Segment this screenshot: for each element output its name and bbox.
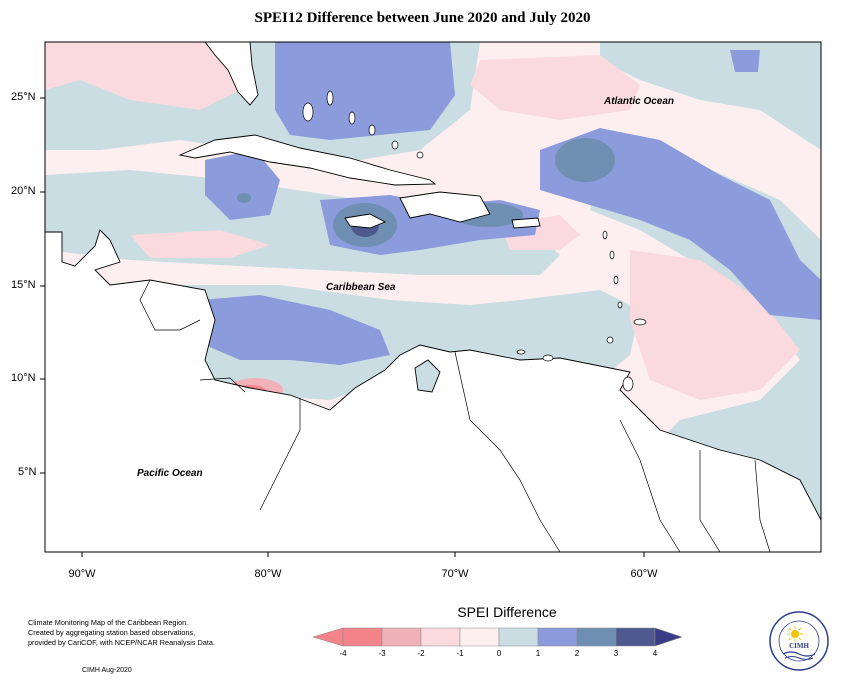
legend-bin-5 <box>498 627 539 647</box>
spei-difference-map: Atlantic Ocean Caribbean Sea Pacific Oce… <box>40 41 822 557</box>
map-frame <box>44 41 822 553</box>
lon-label-70w: 70°W <box>441 568 469 580</box>
credit-line-3: provided by CariCOF, with NCEP/NCAR Rean… <box>28 638 215 647</box>
cimh-logo: CIMH <box>769 611 829 671</box>
logo-text: CIMH <box>789 642 809 650</box>
pink-zone-west <box>130 230 270 258</box>
sun-icon <box>787 626 803 642</box>
border-colombia-west <box>259 398 301 511</box>
credit-date: CIMH Aug-2020 <box>82 667 132 674</box>
axis-ticks <box>40 97 645 557</box>
legend-bin-3 <box>420 627 461 647</box>
legend-bin-1 <box>342 627 383 647</box>
pink-zone-bahamas-east <box>470 55 640 120</box>
legend-label-2: 2 <box>574 649 580 658</box>
land-jamaica <box>344 213 387 229</box>
legend-label-neg1: -1 <box>456 649 464 658</box>
legend-arrow-low <box>312 627 344 647</box>
legend-arrow-high <box>654 627 683 647</box>
pink-zone-lesser-antilles <box>630 250 800 400</box>
lightblue-zone-atlantic <box>600 42 821 150</box>
legend-label-1: 1 <box>535 649 541 658</box>
border-guyana-suriname <box>699 450 721 552</box>
lake-maracaibo <box>414 359 441 393</box>
lat-label-20n: 20°N <box>11 185 36 197</box>
lat-label-15n: 15°N <box>11 279 36 291</box>
legend-label-neg4: -4 <box>339 649 347 658</box>
coastlines <box>45 42 821 552</box>
border-honduras <box>139 279 201 331</box>
land-hispaniola <box>399 191 491 223</box>
legend-label-neg2: -2 <box>417 649 425 658</box>
lon-label-80w: 80°W <box>254 568 282 580</box>
label-atlantic-ocean: Atlantic Ocean <box>603 96 674 107</box>
legend-label-3: 3 <box>613 649 619 658</box>
credit-line-1: Climate Monitoring Map of the Caribbean … <box>28 618 189 627</box>
land-puerto-rico <box>511 217 541 229</box>
border-colombia-venezuela <box>454 351 561 552</box>
legend-label-neg3: -3 <box>378 649 386 658</box>
legend-bin-2 <box>381 627 422 647</box>
lat-label-10n: 10°N <box>11 372 36 384</box>
blue-zone-small-ne <box>730 50 760 72</box>
color-legend-bar <box>312 627 683 647</box>
blue-zone-atlantic <box>540 128 821 320</box>
label-caribbean-sea: Caribbean Sea <box>326 282 396 293</box>
darkblue-zone-cayman <box>237 193 251 203</box>
small-islands <box>302 90 647 392</box>
pink-zone-gulf <box>45 42 250 110</box>
credit-text: Climate Monitoring Map of the Caribbean … <box>28 618 215 648</box>
blue-zone-nicaragua <box>200 295 390 365</box>
legend-label-0: 0 <box>496 649 502 658</box>
legend-bin-7 <box>576 627 617 647</box>
border-venezuela-guyana <box>619 419 681 552</box>
legend-title: SPEI Difference <box>457 604 557 620</box>
legend-bin-4 <box>459 627 500 647</box>
land-cuba <box>178 134 437 186</box>
lon-label-90w: 90°W <box>68 568 96 580</box>
border-suriname-guiana <box>754 459 771 552</box>
lat-label-5n: 5°N <box>18 466 37 478</box>
wave-icon <box>782 651 816 657</box>
lon-label-60w: 60°W <box>630 568 658 580</box>
darkblue-zone-atlantic <box>555 138 615 182</box>
border-costa-rica <box>199 377 246 393</box>
map-title: SPEI12 Difference between June 2020 and … <box>254 10 591 26</box>
borders <box>139 279 771 552</box>
legend-label-4: 4 <box>652 649 658 658</box>
legend-bin-8 <box>615 627 656 647</box>
land-florida <box>204 42 259 106</box>
legend-bin-6 <box>537 627 578 647</box>
credit-line-2: Created by aggregating station based obs… <box>28 628 196 637</box>
label-pacific-ocean: Pacific Ocean <box>137 468 203 479</box>
blue-zone-bahamas <box>275 42 455 140</box>
lat-label-25n: 25°N <box>11 91 36 103</box>
land-central-south-america <box>45 229 821 552</box>
blue-zone-cayman <box>205 150 280 220</box>
